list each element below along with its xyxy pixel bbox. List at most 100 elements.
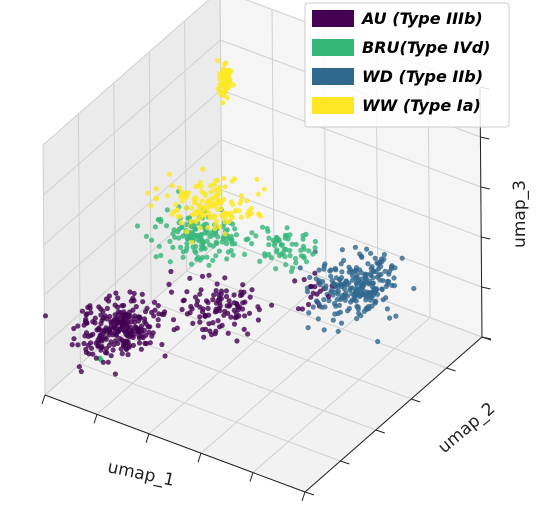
data-point [316,301,322,307]
data-point [384,306,390,312]
data-point [217,224,223,230]
data-point [368,270,374,277]
data-point [310,304,316,310]
data-point [199,273,206,279]
data-point [95,343,101,349]
data-point [228,314,234,320]
data-point [113,338,119,344]
data-point [303,259,310,265]
data-point [189,306,195,312]
data-point [214,281,220,287]
data-point [253,233,259,239]
data-point [368,250,374,256]
data-point [207,183,214,189]
data-point [256,211,262,217]
data-point [75,342,81,348]
data-point [221,93,227,99]
data-point [102,350,109,356]
data-point [189,239,195,245]
data-point [168,268,174,275]
data-point [78,368,84,375]
data-point [202,312,208,318]
data-point [255,191,261,197]
data-point [125,313,131,319]
z-axis-line [479,86,483,338]
data-point [228,68,234,74]
data-point [305,325,311,331]
data-point [147,340,153,346]
data-point [201,334,207,340]
data-point [226,218,232,225]
z-tick [480,136,490,140]
data-point [174,325,180,331]
data-point [266,235,272,241]
data-point [231,321,238,327]
data-point [211,214,217,220]
data-point [363,305,369,312]
data-point [224,256,230,262]
data-point [262,251,268,257]
data-point [223,293,230,300]
data-point [119,337,125,343]
data-point [389,264,395,270]
data-point [222,184,228,190]
data-point [119,351,125,357]
data-point [188,223,194,230]
data-point [126,344,132,350]
data-point [240,282,246,288]
data-point [195,236,201,242]
x-tick [301,491,306,502]
data-point [219,72,226,78]
data-point [242,313,248,319]
data-point [308,283,315,290]
data-point [249,287,255,293]
data-point [127,289,133,295]
data-point [196,203,202,209]
data-point [375,338,381,345]
data-point [225,249,231,255]
data-point [143,233,149,239]
data-point [326,298,332,304]
data-point [216,248,222,254]
data-point [146,329,152,335]
data-point [359,284,365,290]
data-point [336,302,342,308]
data-point [380,278,386,284]
data-point [352,244,358,250]
data-point [220,212,226,218]
data-point [174,207,180,214]
data-point [105,359,111,365]
data-point [354,274,360,280]
data-point [216,87,222,93]
data-point [133,324,139,331]
data-point [233,300,240,307]
data-point [214,240,220,247]
data-point [307,274,313,280]
data-point [118,315,124,322]
data-point [310,251,316,257]
data-point [204,254,210,260]
data-point [199,237,205,243]
data-point [364,246,370,252]
data-point [110,332,116,338]
data-point [110,347,116,353]
data-point [167,238,173,244]
data-point [206,202,212,208]
data-point [180,254,186,260]
data-point [283,262,289,268]
data-point [198,287,204,293]
data-point [332,265,338,272]
data-point [314,291,320,297]
left-grid-line [77,113,81,365]
data-point [193,250,199,256]
data-point [380,297,386,303]
data-point [335,288,341,294]
data-point [185,190,191,196]
data-point [328,267,334,273]
data-point [205,225,211,231]
data-point [138,346,144,352]
data-point [365,261,371,267]
data-point [155,317,161,323]
legend-swatch [312,97,354,114]
data-point [337,309,343,315]
